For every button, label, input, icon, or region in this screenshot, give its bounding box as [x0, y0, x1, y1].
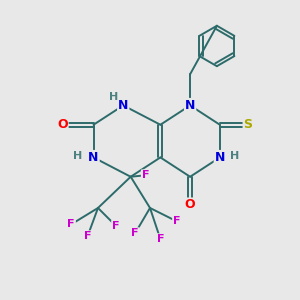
Text: N: N [215, 151, 225, 164]
Text: N: N [185, 99, 195, 112]
Text: F: F [112, 221, 120, 231]
Text: F: F [142, 170, 149, 180]
Text: N: N [118, 99, 128, 112]
Text: H: H [73, 151, 82, 161]
Text: S: S [244, 118, 253, 131]
Text: F: F [173, 216, 181, 226]
Text: F: F [68, 219, 75, 229]
Text: N: N [88, 151, 99, 164]
Text: F: F [157, 234, 164, 244]
Text: F: F [131, 228, 139, 238]
Text: O: O [185, 199, 195, 212]
Text: H: H [230, 151, 239, 161]
Text: F: F [84, 231, 91, 241]
Text: H: H [109, 92, 119, 101]
Text: O: O [57, 118, 68, 131]
